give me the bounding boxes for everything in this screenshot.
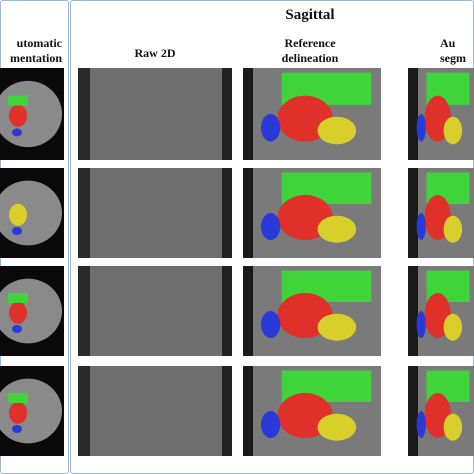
organ (260, 411, 281, 438)
organ (12, 325, 22, 333)
organ (416, 411, 426, 438)
sagittal-bg (78, 266, 90, 356)
left-header: utomatic mentation (0, 36, 62, 66)
organ (9, 104, 27, 127)
organ (260, 213, 281, 240)
organ (443, 116, 463, 145)
sagittal-bg (408, 68, 418, 160)
sagittal-raw (78, 68, 232, 160)
organ (12, 227, 22, 235)
header-line: Raw 2D (134, 46, 176, 60)
sagittal-bg (78, 68, 90, 160)
organ (12, 425, 22, 433)
header-line: Reference (284, 36, 336, 50)
header-line: mentation (10, 51, 62, 65)
sagittal-bg (408, 366, 418, 456)
column-header: Au segm (440, 36, 474, 66)
sagittal-bg (243, 266, 253, 356)
sagittal-bg (222, 366, 232, 456)
sagittal-raw (78, 168, 232, 258)
organ (260, 114, 281, 142)
organ (443, 215, 463, 243)
column-header: Raw 2D (100, 46, 210, 61)
organ (260, 311, 281, 338)
sagittal-bg (222, 266, 232, 356)
sagittal-raw (78, 366, 232, 456)
organ (317, 116, 357, 145)
organ (443, 313, 463, 341)
header-line: delineation (281, 51, 339, 65)
sagittal-bg (243, 366, 253, 456)
sagittal-bg (222, 68, 232, 160)
organ (8, 293, 28, 303)
sagittal-raw (78, 266, 232, 356)
organ (416, 311, 426, 338)
organ (12, 128, 22, 137)
organ (317, 313, 357, 341)
header-line: utomatic (16, 36, 62, 50)
organ (416, 114, 426, 142)
sagittal-bg (78, 366, 90, 456)
sagittal-bg (408, 266, 418, 356)
organ (8, 95, 28, 106)
organ (317, 413, 357, 441)
header-line: Au (440, 36, 456, 50)
sagittal-bg (243, 68, 253, 160)
sagittal-bg (78, 168, 90, 258)
sagittal-bg (243, 168, 253, 258)
header-line: segm (440, 51, 466, 65)
organ (9, 401, 27, 424)
organ (416, 213, 426, 240)
sagittal-bg (408, 168, 418, 258)
right-title: Sagittal (285, 7, 335, 23)
organ (9, 203, 27, 226)
organ (8, 393, 28, 403)
organ (9, 301, 27, 324)
column-header: Reference delineation (255, 36, 365, 66)
organ (317, 215, 357, 243)
organ (443, 413, 463, 441)
sagittal-bg (222, 168, 232, 258)
